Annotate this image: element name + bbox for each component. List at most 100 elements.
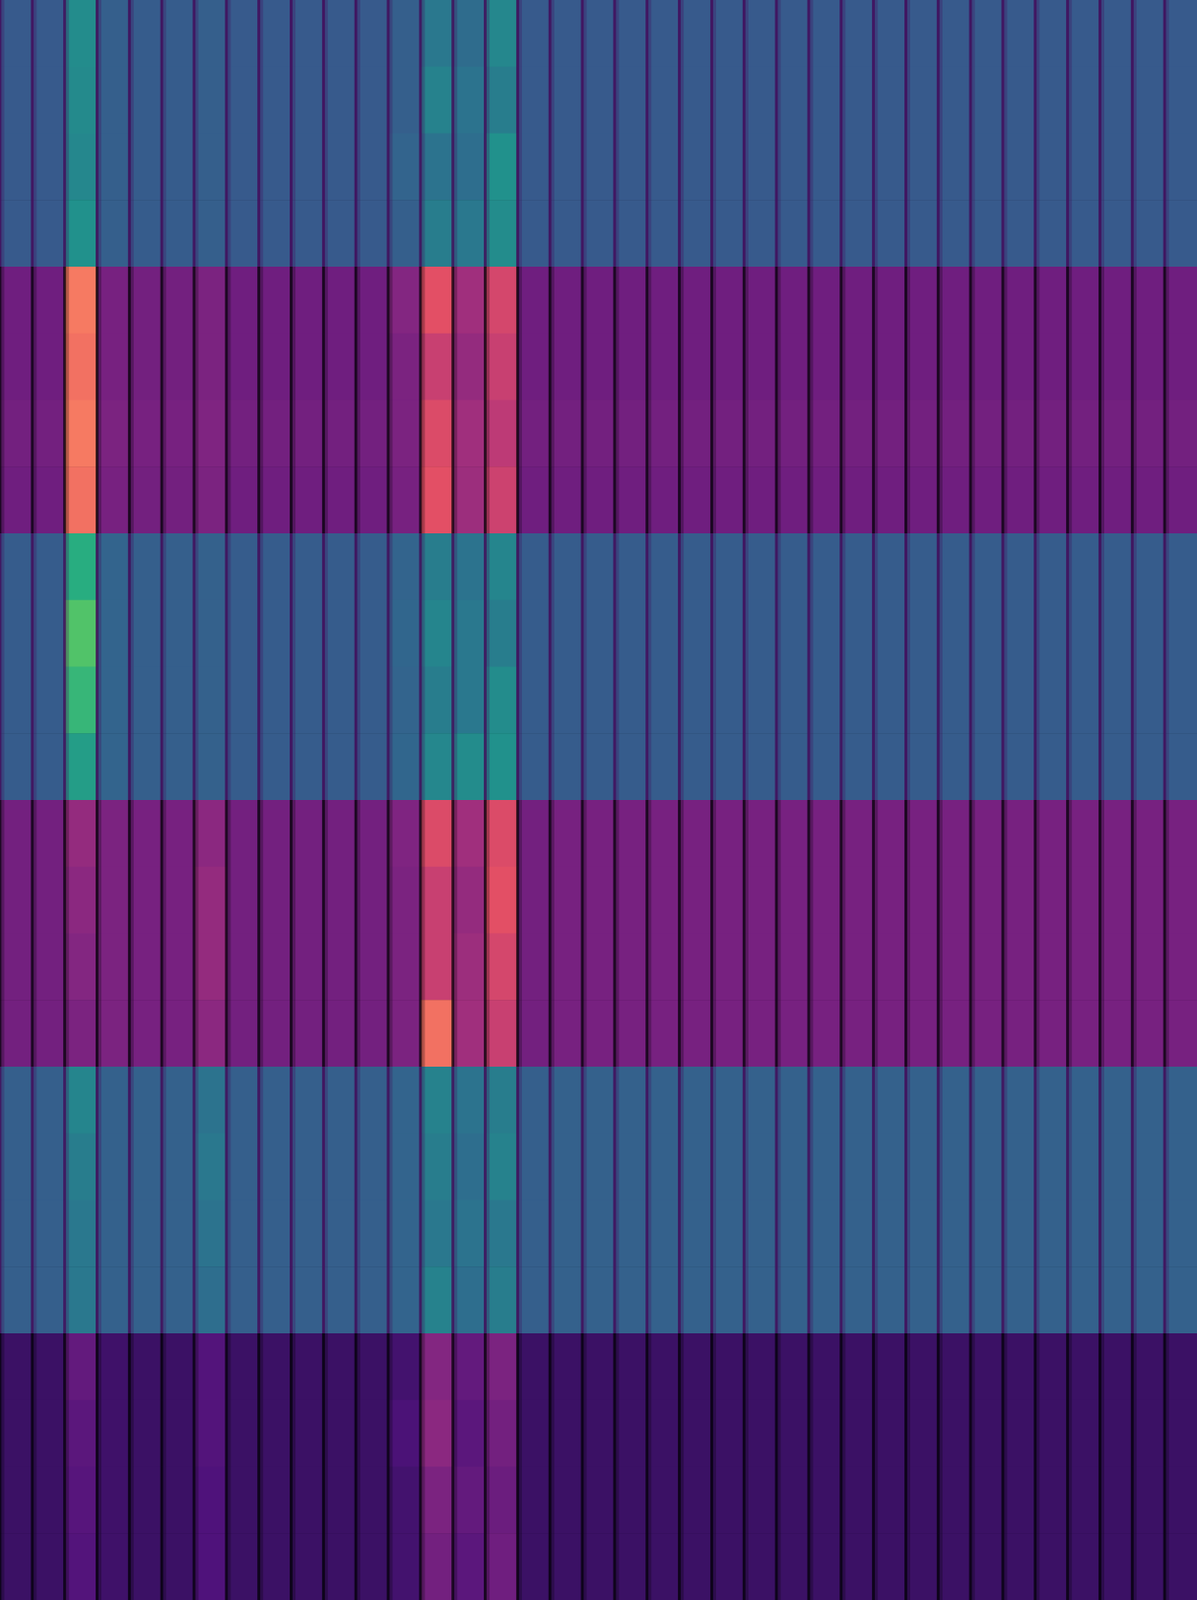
cell [259,733,292,801]
cell [388,600,421,668]
strip-separator [193,1333,196,1600]
cell [1164,199,1197,267]
cell [194,533,227,601]
strip-shade [325,266,328,534]
strip-separator [224,1066,228,1334]
cell [549,667,583,735]
cell [259,1467,292,1535]
strip-separator [516,1066,520,1334]
cell [485,533,519,601]
cell [937,1533,971,1600]
strip-separator [742,533,746,801]
cell [970,1133,1003,1201]
cell [1131,1000,1165,1067]
cell [679,0,713,67]
strip-separator [936,800,940,1067]
strip-shade [745,1066,749,1334]
cell [291,733,325,801]
cell [32,1000,66,1067]
cell [129,1133,162,1201]
cell [161,0,195,67]
cell [453,800,486,868]
cell [32,600,66,668]
cell [841,199,874,267]
strip-separator [516,266,520,534]
cell [226,333,260,401]
cell [161,667,195,735]
cell [549,66,583,134]
strip-separator [483,0,487,267]
strip-separator [257,1333,261,1600]
cell [776,400,809,468]
cell [161,1533,195,1600]
strip-separator [160,533,164,801]
strip-separator [839,800,843,1067]
cell [129,533,162,601]
cell [1099,1333,1132,1401]
cell [453,1333,486,1401]
cell [679,133,713,201]
cell [1131,466,1165,534]
strip-shade [680,266,684,534]
cell [323,266,356,334]
cell [711,934,744,1002]
cell [970,800,1003,868]
strip-shade [939,1066,943,1334]
cell [1164,1333,1197,1401]
strip-separator [1131,0,1134,267]
cell [97,867,131,935]
cell [161,333,195,401]
strip-separator [871,1066,875,1334]
cell [970,1467,1003,1535]
strip-separator [418,1066,422,1334]
cell [517,1200,550,1268]
strip-shade [292,800,296,1067]
cell [937,600,971,668]
cell [194,1200,227,1268]
strip-shade [454,0,458,267]
cell [808,1266,842,1334]
band [0,1066,1197,1335]
cell [291,867,325,935]
cell [355,733,389,801]
cell [355,466,389,534]
cell [679,1000,713,1067]
cell [1002,133,1036,201]
cell [1099,66,1132,134]
strip-separator [0,266,2,534]
strip-separator [257,1066,261,1334]
cell [549,1333,583,1401]
cell [291,1333,325,1401]
cell [1131,934,1165,1002]
strip-shade [163,533,167,801]
cell [937,266,971,334]
cell [549,1133,583,1201]
cell [743,66,777,134]
cell [711,333,744,401]
strip-shade [1166,266,1170,534]
strip-shade [33,266,37,534]
cell [970,600,1003,668]
cell [873,0,907,67]
cell [1131,1266,1165,1334]
strip-shade [713,266,717,534]
cell [1002,934,1036,1002]
cell [1099,1533,1132,1600]
cell [1164,733,1197,801]
cell [453,400,486,468]
cell [873,800,907,868]
cell [647,0,680,67]
cell [323,466,356,534]
cell [1035,1333,1068,1401]
cell [388,867,421,935]
cell [647,1467,680,1535]
cell [194,333,227,401]
cell [1067,1266,1101,1334]
cell [194,466,227,534]
cell [905,1066,938,1134]
cell [873,533,907,601]
strip-shade [551,0,555,267]
cell [776,1533,809,1600]
cell [1035,1467,1068,1535]
cell [161,1266,195,1334]
